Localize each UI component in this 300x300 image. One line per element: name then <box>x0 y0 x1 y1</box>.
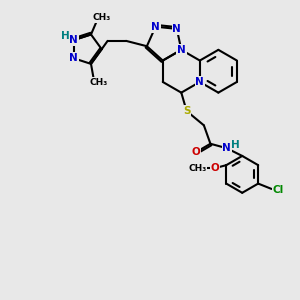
Text: N: N <box>177 45 186 55</box>
Text: H: H <box>61 31 70 40</box>
Text: O: O <box>192 147 200 157</box>
Text: S: S <box>183 106 190 116</box>
Text: H: H <box>231 140 240 150</box>
Text: O: O <box>211 163 219 173</box>
Text: N: N <box>222 143 231 153</box>
Text: N: N <box>69 35 78 45</box>
Text: CH₃: CH₃ <box>90 77 108 86</box>
Text: N: N <box>69 53 78 63</box>
Text: CH₃: CH₃ <box>93 13 111 22</box>
Text: N: N <box>151 22 160 32</box>
Text: N: N <box>196 77 204 87</box>
Text: N: N <box>172 24 181 34</box>
Text: CH₃: CH₃ <box>189 164 207 172</box>
Text: Cl: Cl <box>272 185 284 195</box>
